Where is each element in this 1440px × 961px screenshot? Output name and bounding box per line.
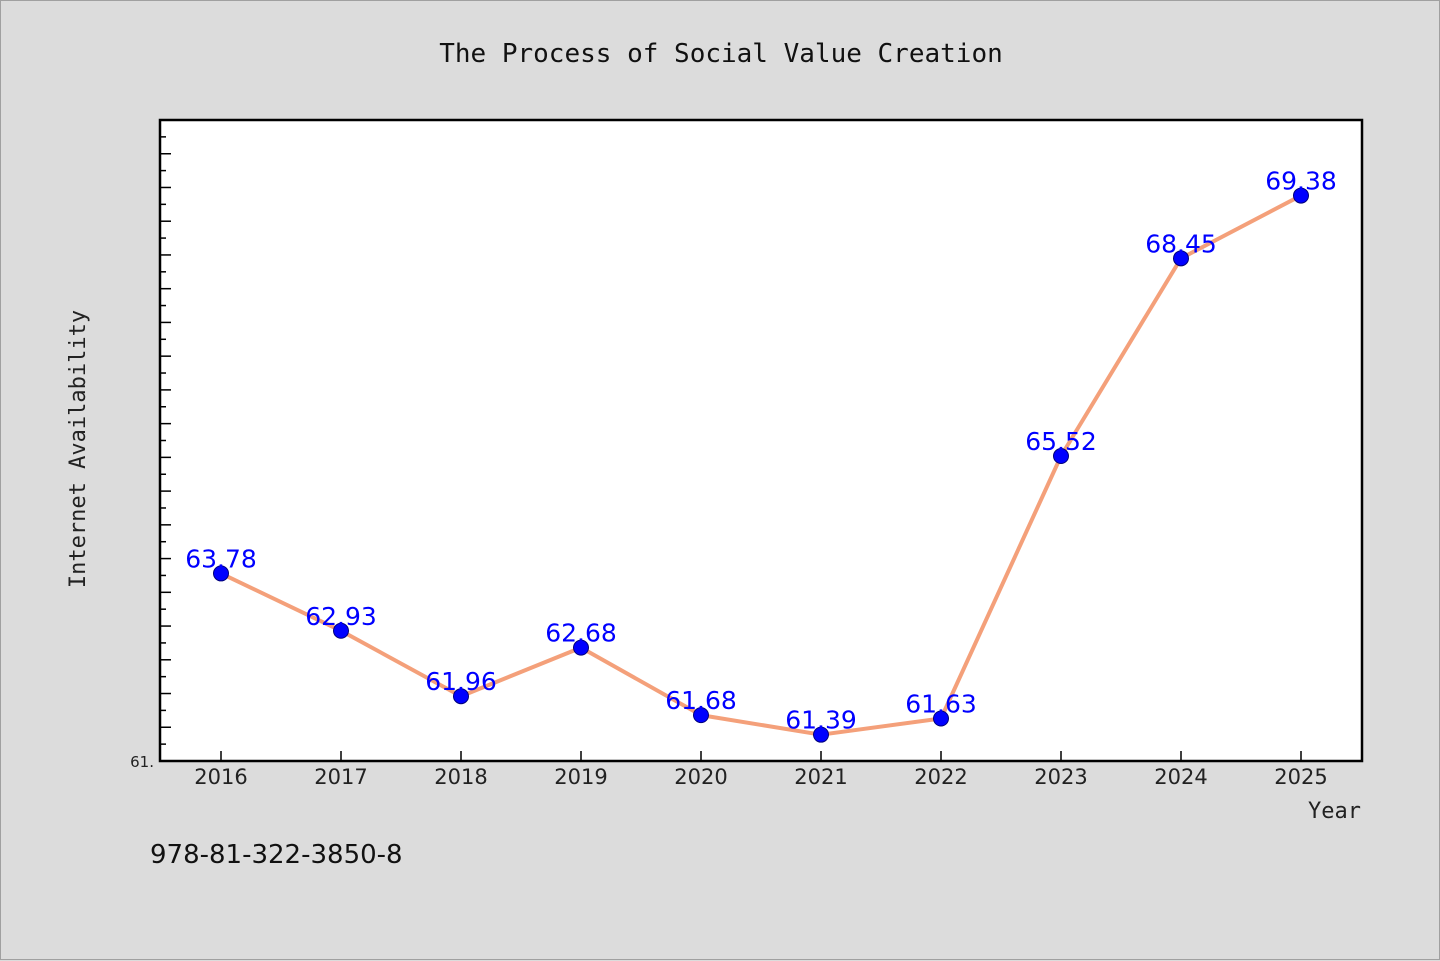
data-label: 61.39 [785,706,857,735]
data-label: 62.93 [305,602,377,631]
x-tick-label: 2016 [194,765,247,789]
data-label: 65.52 [1025,427,1097,456]
data-point [1293,187,1309,204]
footer-code: 978-81-322-3850-8 [150,840,403,870]
data-point [1053,448,1069,465]
data-point [813,726,829,743]
data-label: 69.38 [1265,167,1337,196]
x-tick-label: 2017 [314,765,367,789]
x-tick-label: 2024 [1154,765,1207,789]
x-tick-label: 2018 [434,765,487,789]
data-points [213,187,1309,743]
data-label: 63.78 [185,544,257,573]
data-label: 68.45 [1145,229,1217,258]
data-labels: 63.78 62.93 61.96 62.68 61.68 61.39 61.63 65.52… [185,167,1337,735]
plot-area [160,120,1362,761]
chart-title: The Process of Social Value Creation [439,39,1003,69]
x-tick-label: 2020 [674,765,727,789]
x-axis-ticks: 2016 2017 2018 2019 2020 2021 2022 2023 2024 2025 [194,751,1328,789]
x-axis-label: Year [1308,799,1361,824]
series-line [220,193,1302,737]
data-label: 61.96 [425,667,497,696]
data-label: 61.68 [665,686,737,715]
data-label: 62.68 [545,619,617,648]
data-point [213,565,229,582]
plot-border [158,118,1364,763]
data-point [933,710,949,727]
data-point [1173,250,1189,267]
data-point [453,688,469,705]
x-tick-label: 2021 [794,765,847,789]
data-point [693,707,709,724]
data-label: 61.63 [905,689,977,718]
x-tick-label: 2019 [554,765,607,789]
x-tick-label: 2025 [1274,765,1327,789]
data-point [573,639,589,656]
y-axis-label: Internet Availability [66,310,91,588]
y-min-tick-label: 61. [130,753,154,771]
x-tick-label: 2023 [1034,765,1087,789]
x-tick-label: 2022 [914,765,967,789]
data-point [333,622,349,639]
